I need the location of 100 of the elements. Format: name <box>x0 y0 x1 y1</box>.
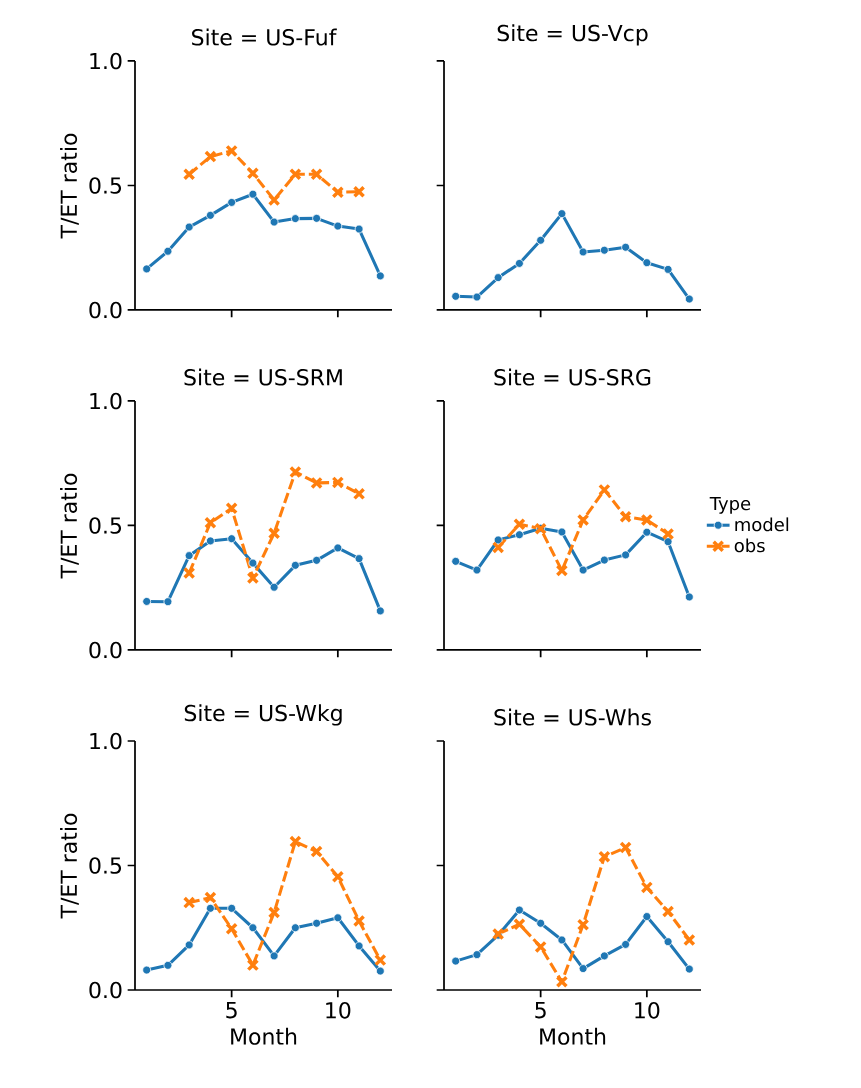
point <box>225 922 238 936</box>
point <box>163 246 173 256</box>
point <box>333 543 343 553</box>
point <box>557 209 567 219</box>
point <box>289 835 302 848</box>
point <box>576 513 590 527</box>
point <box>661 905 675 918</box>
point <box>352 487 366 501</box>
point <box>472 292 482 302</box>
point <box>182 896 196 909</box>
x-axis-title: Month <box>540 1027 606 1045</box>
point <box>493 273 503 283</box>
point <box>451 291 461 301</box>
chart-title: Site = US-Fuf <box>192 28 337 46</box>
point <box>661 527 675 541</box>
point <box>683 933 696 947</box>
point <box>290 214 300 223</box>
legend-label: model <box>735 517 789 532</box>
point <box>536 918 546 928</box>
point <box>491 541 505 554</box>
x-axis-title: Month <box>231 1027 297 1045</box>
point <box>374 953 387 967</box>
point <box>515 259 524 268</box>
point <box>206 210 215 220</box>
point <box>354 224 364 234</box>
point <box>451 956 461 966</box>
chart-title: Site = US-Vcp <box>497 24 648 46</box>
y-tick-label: 1.0 <box>90 732 122 750</box>
point <box>684 964 694 974</box>
point <box>534 940 547 954</box>
point <box>352 185 366 198</box>
y-tick-label: 0.0 <box>89 301 122 319</box>
point <box>578 964 588 973</box>
point <box>290 560 300 570</box>
x-tick-label: 10 <box>326 1002 351 1019</box>
point <box>555 564 569 577</box>
y-tick-label: 0.0 <box>89 981 122 999</box>
point <box>246 958 260 972</box>
point <box>663 265 673 274</box>
point <box>578 247 588 257</box>
chart-title: Site = US-Wkg <box>184 704 342 726</box>
point <box>142 264 152 274</box>
legend-label: obs <box>734 538 765 553</box>
point <box>312 555 321 565</box>
point <box>513 517 526 531</box>
point <box>269 582 279 592</box>
point <box>621 940 630 949</box>
point <box>354 941 364 951</box>
point <box>375 271 385 281</box>
point <box>472 565 482 575</box>
legend-title: Type <box>709 496 751 514</box>
point <box>684 592 694 602</box>
point <box>225 502 238 515</box>
point <box>599 245 609 255</box>
point <box>267 526 281 540</box>
point <box>184 940 194 950</box>
point <box>267 193 281 207</box>
point <box>640 513 654 527</box>
point <box>289 168 302 181</box>
point <box>576 918 590 932</box>
point <box>163 960 173 970</box>
point <box>515 530 524 540</box>
y-tick-label: 1.0 <box>90 52 122 70</box>
point <box>599 951 609 961</box>
y-tick-label: 0.5 <box>89 517 122 534</box>
point <box>557 527 567 537</box>
y-axis-title: T/ET ratio <box>60 133 79 239</box>
point <box>310 168 323 181</box>
point <box>333 221 343 231</box>
x-tick-label: 5 <box>535 1002 546 1019</box>
point <box>182 566 196 580</box>
point <box>331 476 345 489</box>
point <box>290 923 300 933</box>
point <box>184 222 194 232</box>
point <box>182 168 196 181</box>
chart-title: Site = US-SRM <box>184 368 342 386</box>
point <box>184 551 194 561</box>
x-tick-label: 5 <box>226 1002 237 1019</box>
point <box>333 913 343 923</box>
point <box>493 535 503 545</box>
point <box>642 912 652 921</box>
point <box>598 850 611 864</box>
y-axis-title: T/ET ratio <box>60 813 79 919</box>
point <box>331 185 345 199</box>
point <box>619 841 632 854</box>
y-tick-label: 0.5 <box>89 177 122 194</box>
x-tick-label: 10 <box>635 1002 660 1019</box>
point <box>246 571 260 585</box>
point <box>642 258 652 268</box>
point <box>269 951 279 961</box>
point <box>663 537 673 547</box>
point <box>204 150 217 163</box>
point <box>684 294 694 304</box>
point <box>312 213 321 223</box>
point <box>642 527 652 537</box>
point <box>206 536 215 546</box>
point <box>206 903 215 913</box>
point <box>227 198 237 207</box>
point <box>352 914 366 928</box>
point <box>536 235 546 245</box>
